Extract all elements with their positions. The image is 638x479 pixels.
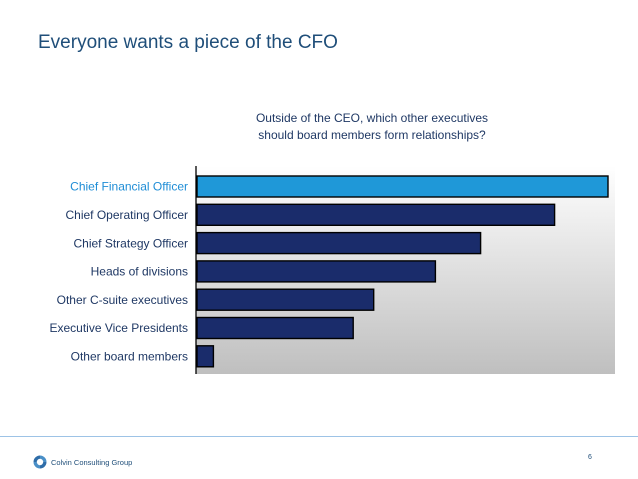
category-label: Chief Financial Officer	[70, 180, 188, 194]
bar-other-c-suite-executives	[196, 288, 375, 311]
swirl-logo-icon	[33, 455, 47, 469]
category-label: Chief Strategy Officer	[74, 236, 189, 250]
bar-chief-strategy-officer	[196, 231, 482, 255]
bar-chief-operating-officer	[196, 203, 556, 227]
category-label: Heads of divisions	[91, 265, 188, 279]
bar-chief-financial-officer	[196, 175, 609, 198]
company-name: Colvin Consulting Group	[51, 457, 133, 467]
category-label: Executive Vice Presidents	[49, 321, 188, 335]
chart-subtitle-line: should board members form relationships?	[258, 128, 486, 142]
footer-divider	[0, 436, 638, 437]
slide-title: Everyone wants a piece of the CFO	[38, 32, 338, 53]
page-number: 6	[588, 454, 592, 461]
chart-subtitle: Outside of the CEO, which other executiv…	[256, 111, 488, 142]
category-label: Chief Operating Officer	[65, 208, 188, 222]
category-label: Other C-suite executives	[57, 293, 188, 307]
category-label: Other board members	[71, 350, 188, 364]
chart-subtitle-line: Outside of the CEO, which other executiv…	[256, 111, 488, 125]
footer-logo: Colvin Consulting Group	[32, 454, 132, 470]
bar-other-board-members	[196, 345, 215, 368]
bar-heads-of-divisions	[196, 260, 437, 283]
bar-executive-vice-presidents	[196, 316, 354, 340]
